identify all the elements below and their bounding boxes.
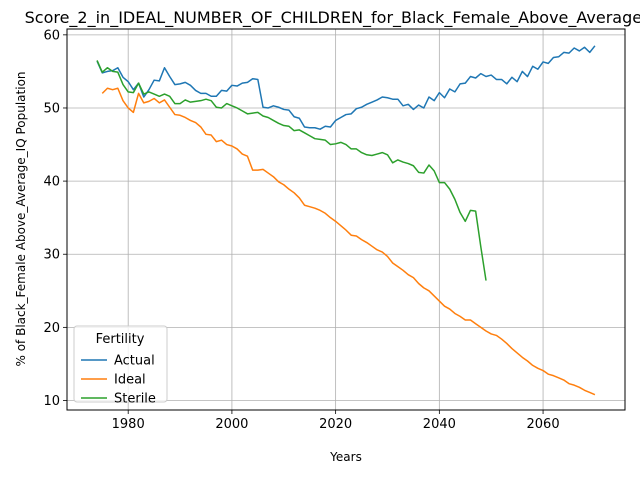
series-lines bbox=[96, 45, 596, 396]
legend-entry-ideal: Ideal bbox=[114, 373, 146, 388]
x-tick-label: 2000 bbox=[215, 417, 248, 432]
x-tick-label: 2060 bbox=[527, 417, 560, 432]
y-tick-label: 60 bbox=[43, 28, 60, 43]
y-tick-label: 20 bbox=[43, 321, 60, 336]
y-tick-label: 10 bbox=[43, 394, 60, 409]
y-tick-label: 50 bbox=[43, 101, 60, 116]
series-line-ideal bbox=[101, 87, 596, 396]
legend-box bbox=[73, 325, 168, 403]
legend-entry-actual: Actual bbox=[114, 354, 155, 369]
x-tick-label: 1980 bbox=[112, 417, 145, 432]
legend-entry-sterile: Sterile bbox=[114, 392, 156, 407]
x-axis-label: Years bbox=[329, 450, 362, 464]
plot-frame bbox=[66, 28, 626, 411]
y-tick-label: 30 bbox=[43, 248, 60, 263]
chart-title: Score_2_in_IDEAL_NUMBER_OF_CHILDREN_for_… bbox=[25, 8, 640, 28]
legend-title: Fertility bbox=[96, 332, 145, 347]
legend: Fertility Actual Ideal Sterile bbox=[73, 325, 168, 407]
x-tick-label: 2040 bbox=[423, 417, 456, 432]
y-axis-label: % of Black_Female Above_Average_IQ Popul… bbox=[14, 71, 28, 366]
y-tick-label: 40 bbox=[43, 175, 60, 190]
series-line-sterile bbox=[96, 60, 487, 281]
x-tick-label: 2020 bbox=[319, 417, 352, 432]
series-line-actual bbox=[96, 45, 596, 130]
x-axis-ticks: 1980 2000 2020 2040 2060 bbox=[112, 410, 560, 432]
y-axis-ticks: 10 20 30 40 50 60 bbox=[43, 28, 67, 409]
